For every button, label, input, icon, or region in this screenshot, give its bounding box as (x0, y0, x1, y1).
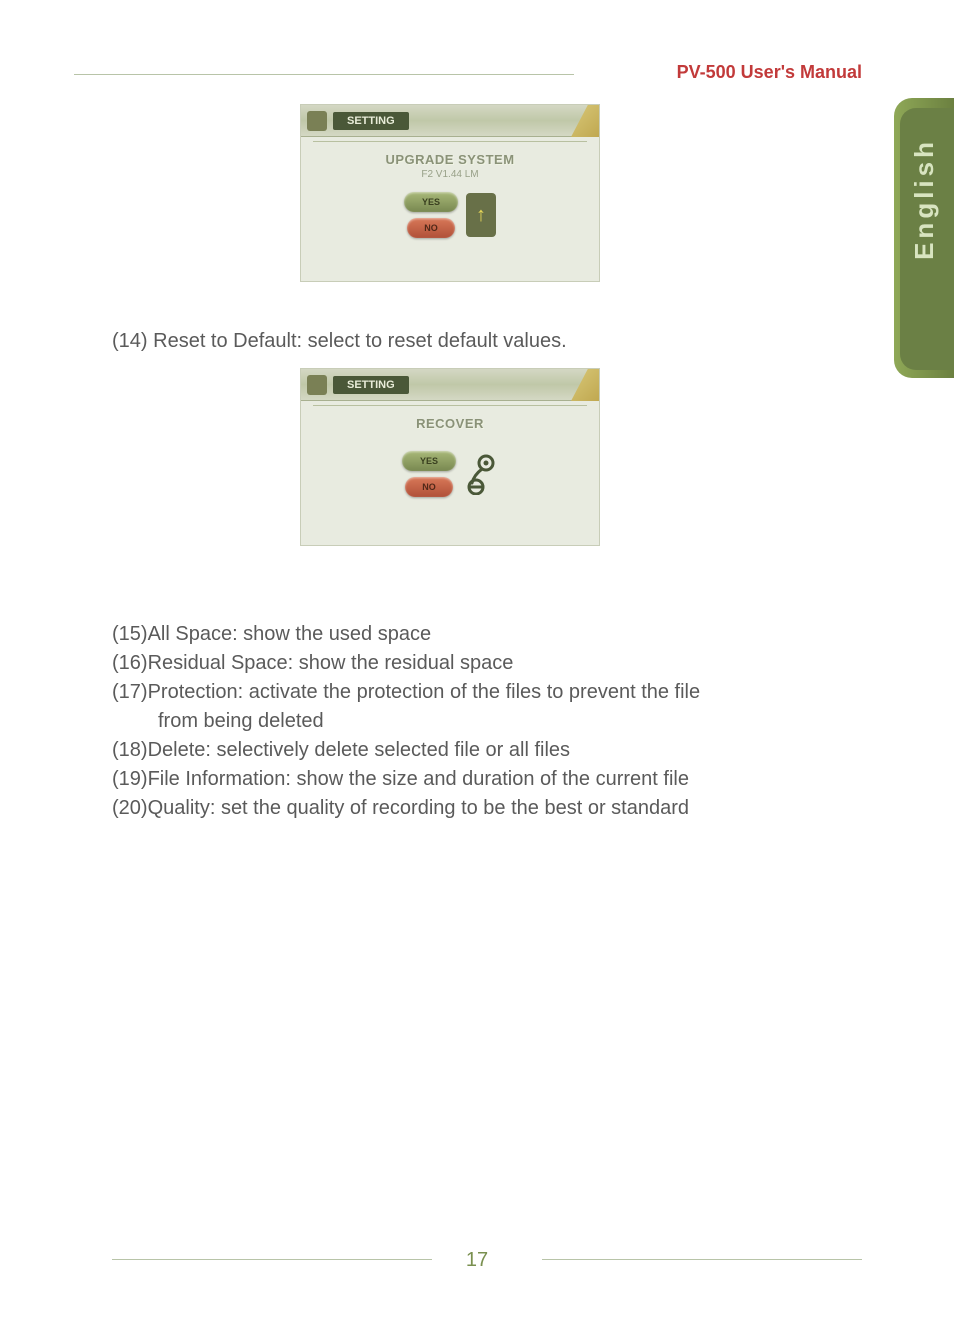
item-16-text: Residual Space: show the residual space (148, 649, 514, 678)
screenshot-title: SETTING (333, 376, 409, 394)
item-19-text: File Information: show the size and dura… (148, 765, 689, 794)
yes-button: YES (404, 192, 458, 212)
screenshot-recover: SETTING RECOVER YES NO (300, 368, 600, 546)
item-17-num: (17) (112, 678, 148, 707)
item-15-num: (15) (112, 620, 148, 649)
screenshot-header: SETTING (301, 369, 599, 401)
settings-panel-icon (307, 111, 327, 131)
page-header-title: PV-500 User's Manual (677, 62, 862, 83)
item-17-cont: from being deleted (112, 707, 852, 736)
item-18-text: Delete: selectively delete selected file… (148, 736, 570, 765)
item-17-text: Protection: activate the protection of t… (148, 678, 701, 707)
item-18-num: (18) (112, 736, 148, 765)
firmware-version-label: F2 V1.44 LM (301, 169, 599, 180)
item-16-num: (16) (112, 649, 148, 678)
upgrade-system-label: UPGRADE SYSTEM (301, 152, 599, 167)
item-14-text: (14) Reset to Default: select to reset d… (112, 330, 567, 353)
screenshot-body: UPGRADE SYSTEM F2 V1.44 LM YES NO ↑ (301, 142, 599, 238)
recover-label: RECOVER (301, 416, 599, 431)
screenshot-corner-fold (571, 369, 599, 401)
screenshot-upgrade-system: SETTING UPGRADE SYSTEM F2 V1.44 LM YES N… (300, 104, 600, 282)
settings-panel-icon (307, 375, 327, 395)
page-number: 17 (0, 1249, 954, 1272)
yes-button: YES (402, 451, 456, 471)
screenshot-title: SETTING (333, 112, 409, 130)
screenshot-header: SETTING (301, 105, 599, 137)
header-divider (74, 74, 574, 75)
no-button: NO (407, 218, 455, 238)
recover-gear-icon (464, 453, 498, 495)
item-19-num: (19) (112, 765, 148, 794)
no-button: NO (405, 477, 453, 497)
item-20-num: (20) (112, 794, 148, 823)
screenshot-corner-fold (571, 105, 599, 137)
item-15-text: All Space: show the used space (148, 620, 432, 649)
upgrade-arrow-icon: ↑ (466, 193, 496, 237)
item-20-text: Quality: set the quality of recording to… (148, 794, 689, 823)
language-label: English (909, 138, 940, 260)
feature-list: (15) All Space: show the used space (16)… (112, 620, 852, 823)
screenshot-body: RECOVER YES NO (301, 406, 599, 497)
